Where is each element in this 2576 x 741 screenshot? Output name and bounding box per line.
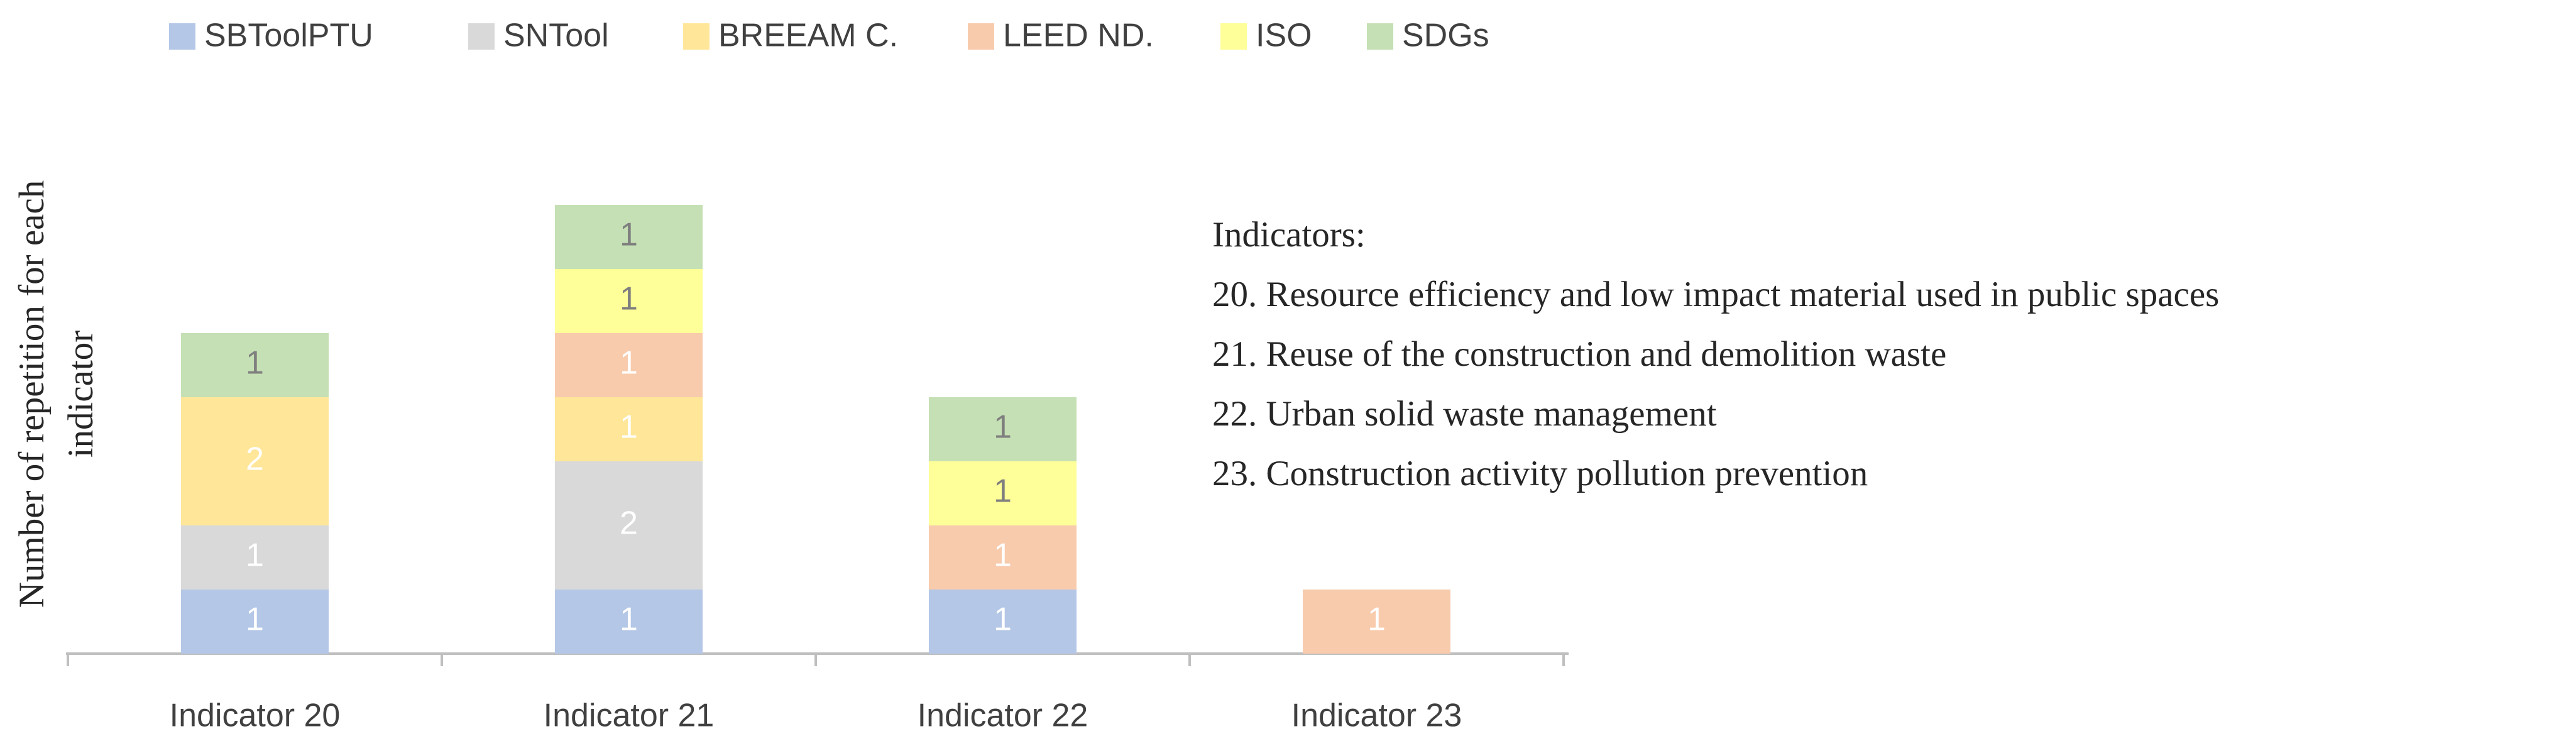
- bar-segment: [555, 269, 703, 333]
- data-label: 1: [620, 217, 638, 253]
- data-label: 1: [994, 409, 1012, 446]
- legend-label: LEED ND.: [1003, 18, 1154, 54]
- bar-segment: [1303, 590, 1450, 654]
- x-tick-label: Indicator 20: [170, 698, 341, 734]
- bar-segment: [181, 397, 329, 525]
- legend-label: SNTool: [503, 18, 609, 54]
- annotation: 22. Urban solid waste management: [1212, 394, 1717, 434]
- y-axis-label: indicator: [61, 331, 101, 458]
- data-label: 2: [620, 505, 638, 542]
- annotation: 23. Construction activity pollution prev…: [1212, 454, 1868, 493]
- legend-swatch: [169, 23, 195, 50]
- bar-segment: [929, 461, 1077, 525]
- data-label: 1: [994, 537, 1012, 574]
- bar-segment: [181, 333, 329, 397]
- legend-label: SBToolPTU: [204, 18, 373, 54]
- data-label: 1: [994, 473, 1012, 510]
- data-label: 1: [246, 537, 264, 574]
- bar-segment: [555, 590, 703, 654]
- data-label: 1: [620, 281, 638, 317]
- legend-label: ISO: [1256, 18, 1312, 54]
- bar-segment: [555, 333, 703, 397]
- x-tick-label: Indicator 21: [544, 698, 715, 734]
- annotation: 20. Resource efficiency and low impact m…: [1212, 275, 2219, 314]
- annotation: Indicators:: [1212, 215, 1366, 255]
- legend-label: BREEAM C.: [718, 18, 898, 54]
- legend-swatch: [1367, 23, 1393, 50]
- legend-label: SDGs: [1402, 18, 1489, 54]
- data-label: 1: [1367, 601, 1386, 638]
- data-label: 1: [246, 345, 264, 381]
- x-tick-label: Indicator 22: [918, 698, 1088, 734]
- data-label: 1: [620, 601, 638, 638]
- data-label: 2: [246, 441, 264, 478]
- bar-segment: [929, 525, 1077, 590]
- bar-segment: [929, 397, 1077, 461]
- data-label: 1: [246, 601, 264, 638]
- bar-segment: [181, 525, 329, 590]
- bar-segment: [555, 397, 703, 461]
- bar-segment: [555, 205, 703, 269]
- legend-swatch: [968, 23, 994, 50]
- bar-segment: [181, 590, 329, 654]
- data-label: 1: [994, 601, 1012, 638]
- legend-swatch: [468, 23, 495, 50]
- y-axis-label: Number of repetition for each: [12, 180, 52, 608]
- data-label: 1: [620, 345, 638, 381]
- x-tick-label: Indicator 23: [1291, 698, 1462, 734]
- bar-segment: [929, 590, 1077, 654]
- bar-segment: [555, 461, 703, 590]
- legend-swatch: [1220, 23, 1247, 50]
- legend-swatch: [683, 23, 710, 50]
- data-label: 1: [620, 409, 638, 446]
- annotation: 21. Reuse of the construction and demoli…: [1212, 334, 1946, 374]
